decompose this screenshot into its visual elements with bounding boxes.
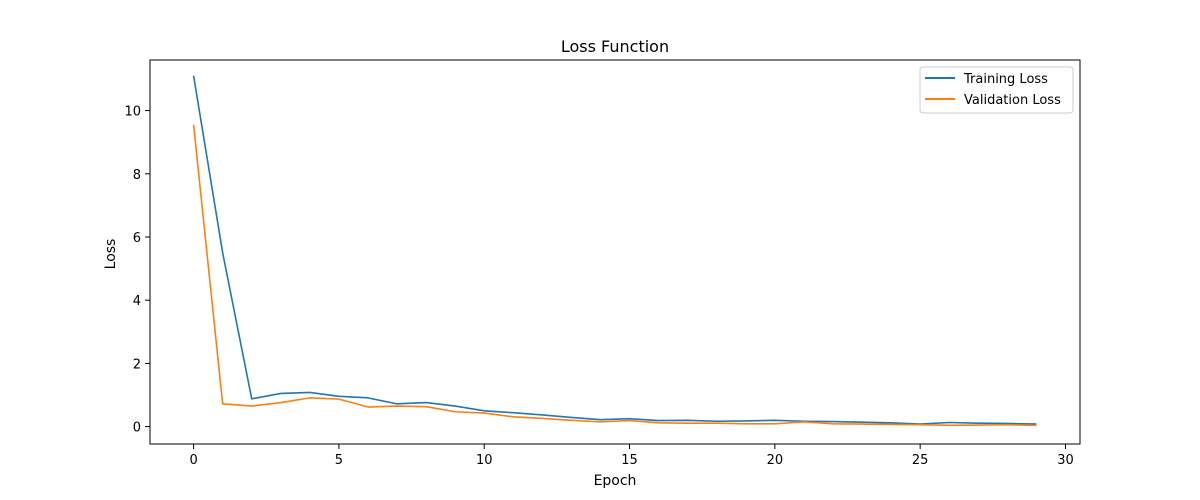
x-axis-ticks: 0 5 10 15 20 25 30 [189,444,1074,468]
series-line-validation-loss [192,124,1037,427]
axes-frame [149,59,1081,445]
y-tick-label: 0 [133,421,141,436]
y-tick-label: 2 [133,357,141,372]
y-tick-label: 8 [133,168,141,183]
legend: Training Loss Validation Loss [919,66,1074,114]
y-tick-label: 4 [133,294,141,309]
y-tick-label: 6 [133,231,141,246]
series-line-training-loss [192,75,1037,425]
series-layer [192,75,1037,427]
x-tick-label: 25 [912,453,929,468]
x-tick-label: 20 [767,453,784,468]
y-tick-label: 10 [124,105,141,120]
legend-label-validation-loss: Validation Loss [964,93,1061,108]
y-axis-ticks: 0 2 4 6 8 10 [124,105,150,436]
x-tick-label: 30 [1057,453,1074,468]
x-tick-label: 15 [621,453,638,468]
y-axis-label: Loss [103,239,119,270]
chart-title: Loss Function [561,37,669,56]
legend-label-training-loss: Training Loss [963,72,1048,87]
x-axis-label: Epoch [594,473,637,489]
x-tick-label: 5 [335,453,343,468]
legend-box [919,66,1074,114]
plot-area [149,59,1081,445]
x-tick-label: 0 [189,453,197,468]
x-tick-label: 10 [476,453,493,468]
